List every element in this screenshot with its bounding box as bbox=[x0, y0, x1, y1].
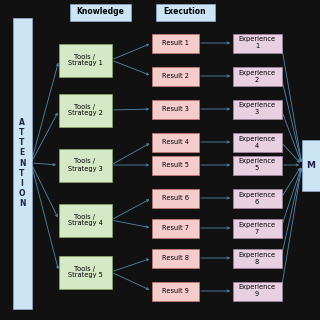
FancyBboxPatch shape bbox=[233, 188, 282, 207]
Text: Experience
8: Experience 8 bbox=[238, 252, 276, 265]
Text: Tools /
Strategy 5: Tools / Strategy 5 bbox=[68, 266, 102, 278]
Text: Result 6: Result 6 bbox=[162, 195, 188, 201]
Text: Experience
2: Experience 2 bbox=[238, 69, 276, 83]
Text: A
T
T
E
N
T
I
O
N: A T T E N T I O N bbox=[19, 118, 25, 208]
FancyBboxPatch shape bbox=[233, 219, 282, 237]
FancyBboxPatch shape bbox=[233, 156, 282, 174]
Text: Tools /
Strategy 4: Tools / Strategy 4 bbox=[68, 213, 102, 227]
FancyBboxPatch shape bbox=[59, 255, 111, 289]
FancyBboxPatch shape bbox=[151, 132, 198, 151]
FancyBboxPatch shape bbox=[301, 140, 320, 190]
Text: Tools /
Strategy 2: Tools / Strategy 2 bbox=[68, 103, 102, 116]
FancyBboxPatch shape bbox=[233, 34, 282, 52]
Text: Experience
9: Experience 9 bbox=[238, 284, 276, 298]
Text: Experience
3: Experience 3 bbox=[238, 102, 276, 116]
FancyBboxPatch shape bbox=[12, 18, 31, 308]
FancyBboxPatch shape bbox=[156, 4, 214, 20]
FancyBboxPatch shape bbox=[69, 4, 131, 20]
Text: Experience
5: Experience 5 bbox=[238, 158, 276, 172]
Text: Experience
1: Experience 1 bbox=[238, 36, 276, 50]
Text: Tools /
Strategy 3: Tools / Strategy 3 bbox=[68, 158, 102, 172]
Text: Result 1: Result 1 bbox=[162, 40, 188, 46]
FancyBboxPatch shape bbox=[151, 100, 198, 118]
Text: M: M bbox=[307, 161, 316, 170]
Text: Result 9: Result 9 bbox=[162, 288, 188, 294]
FancyBboxPatch shape bbox=[151, 219, 198, 237]
Text: Result 3: Result 3 bbox=[162, 106, 188, 112]
FancyBboxPatch shape bbox=[233, 67, 282, 85]
Text: Result 7: Result 7 bbox=[162, 225, 188, 231]
FancyBboxPatch shape bbox=[151, 156, 198, 174]
FancyBboxPatch shape bbox=[151, 67, 198, 85]
Text: Experience
6: Experience 6 bbox=[238, 191, 276, 204]
FancyBboxPatch shape bbox=[151, 34, 198, 52]
FancyBboxPatch shape bbox=[233, 249, 282, 268]
Text: Experience
7: Experience 7 bbox=[238, 221, 276, 235]
Text: Knowledge: Knowledge bbox=[76, 7, 124, 17]
Text: Result 4: Result 4 bbox=[162, 139, 188, 145]
Text: Result 8: Result 8 bbox=[162, 255, 188, 261]
FancyBboxPatch shape bbox=[59, 93, 111, 126]
FancyBboxPatch shape bbox=[233, 100, 282, 118]
Text: Result 2: Result 2 bbox=[162, 73, 188, 79]
FancyBboxPatch shape bbox=[59, 44, 111, 76]
FancyBboxPatch shape bbox=[59, 148, 111, 181]
Text: Result 5: Result 5 bbox=[162, 162, 188, 168]
FancyBboxPatch shape bbox=[233, 282, 282, 300]
Text: Tools /
Strategy 1: Tools / Strategy 1 bbox=[68, 53, 102, 67]
FancyBboxPatch shape bbox=[151, 282, 198, 300]
FancyBboxPatch shape bbox=[151, 249, 198, 268]
Text: Experience
4: Experience 4 bbox=[238, 135, 276, 148]
FancyBboxPatch shape bbox=[233, 132, 282, 151]
FancyBboxPatch shape bbox=[59, 204, 111, 236]
Text: Execution: Execution bbox=[164, 7, 206, 17]
FancyBboxPatch shape bbox=[151, 188, 198, 207]
